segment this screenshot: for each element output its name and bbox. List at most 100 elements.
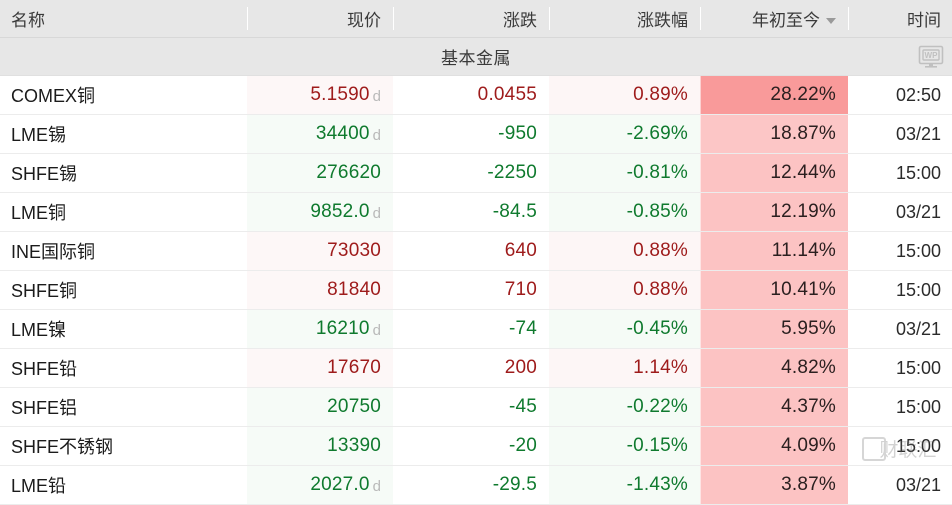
cell-change-percent[interactable]: -0.81% (549, 154, 700, 192)
cell-quote-time: 02:50 (848, 76, 952, 114)
instrument-name-label: LME铅 (11, 476, 67, 496)
change-value: 200 (504, 357, 537, 378)
cell-instrument-name[interactable]: COMEX铜 (0, 76, 247, 114)
column-header-name[interactable]: 名称 (0, 0, 247, 37)
column-header-price-label: 现价 (347, 11, 381, 30)
cell-ytd-percent[interactable]: 12.19% (700, 193, 848, 231)
cell-quote-time: 15:00 (848, 232, 952, 270)
table-row[interactable]: SHFE铅 17670 200 1.14% 4.82% 15:00 (0, 349, 952, 388)
cell-instrument-name[interactable]: LME铜 (0, 193, 247, 231)
ytd-percent-value: 12.44% (770, 162, 836, 183)
column-header-time[interactable]: 时间 (848, 0, 952, 37)
table-row[interactable]: SHFE锡 276620 -2250 -0.81% 12.44% 15:00 (0, 154, 952, 193)
instrument-name-label: SHFE不锈钢 (11, 437, 114, 457)
table-row[interactable]: INE国际铜 73030 640 0.88% 11.14% 15:00 (0, 232, 952, 271)
column-header-price[interactable]: 现价 (247, 0, 393, 37)
cell-change[interactable]: -45 (393, 388, 549, 426)
cell-ytd-percent[interactable]: 4.09% (700, 427, 848, 465)
cell-ytd-percent[interactable]: 11.14% (700, 232, 848, 270)
cell-instrument-name[interactable]: SHFE锡 (0, 154, 247, 192)
cell-change[interactable]: -84.5 (393, 193, 549, 231)
section-title: 基本金属 (441, 49, 511, 68)
column-header-ytd[interactable]: 年初至今 (700, 0, 848, 37)
table-row[interactable]: LME铜 9852.0 d -84.5 -0.85% 12.19% 03/21 (0, 193, 952, 232)
instrument-name-label: LME铜 (11, 203, 67, 223)
cell-ytd-percent[interactable]: 12.44% (700, 154, 848, 192)
cell-ytd-percent[interactable]: 10.41% (700, 271, 848, 309)
cell-last-price[interactable]: 2027.0 d (247, 466, 393, 504)
cell-instrument-name[interactable]: SHFE铜 (0, 271, 247, 309)
cell-instrument-name[interactable]: LME锡 (0, 115, 247, 153)
cell-last-price[interactable]: 9852.0 d (247, 193, 393, 231)
change-value: 0.0455 (477, 84, 537, 105)
cell-last-price[interactable]: 5.1590 d (247, 76, 393, 114)
instrument-name-label: LME镍 (11, 320, 67, 340)
sort-desc-caret-icon[interactable] (826, 17, 836, 24)
change-percent-value: -0.85% (626, 201, 688, 222)
cell-instrument-name[interactable]: SHFE铝 (0, 388, 247, 426)
cell-last-price[interactable]: 81840 (247, 271, 393, 309)
cell-change[interactable]: 200 (393, 349, 549, 387)
cell-change-percent[interactable]: -0.22% (549, 388, 700, 426)
column-header-change-pct[interactable]: 涨跌幅 (549, 0, 700, 37)
cell-instrument-name[interactable]: SHFE不锈钢 (0, 427, 247, 465)
column-header-change[interactable]: 涨跌 (393, 0, 549, 37)
cell-change[interactable]: 0.0455 (393, 76, 549, 114)
cell-change-percent[interactable]: -0.15% (549, 427, 700, 465)
cell-last-price[interactable]: 13390 (247, 427, 393, 465)
cell-change[interactable]: -74 (393, 310, 549, 348)
cell-quote-time: 15:00 (848, 271, 952, 309)
cell-change[interactable]: -29.5 (393, 466, 549, 504)
change-percent-value: -0.81% (626, 162, 688, 183)
cell-ytd-percent[interactable]: 3.87% (700, 466, 848, 504)
cell-change[interactable]: 640 (393, 232, 549, 270)
cell-change[interactable]: -950 (393, 115, 549, 153)
quote-time-label: 15:00 (895, 162, 941, 183)
cell-change-percent[interactable]: -0.85% (549, 193, 700, 231)
cell-ytd-percent[interactable]: 4.37% (700, 388, 848, 426)
cell-last-price[interactable]: 73030 (247, 232, 393, 270)
cell-ytd-percent[interactable]: 5.95% (700, 310, 848, 348)
change-percent-value: -0.45% (626, 318, 688, 339)
cell-instrument-name[interactable]: LME镍 (0, 310, 247, 348)
ytd-percent-value: 28.22% (770, 84, 836, 105)
cell-quote-time: 03/21 (848, 466, 952, 504)
table-row[interactable]: LME镍 16210 d -74 -0.45% 5.95% 03/21 (0, 310, 952, 349)
cell-change-percent[interactable]: -1.43% (549, 466, 700, 504)
cell-last-price[interactable]: 16210 d (247, 310, 393, 348)
cell-last-price[interactable]: 276620 (247, 154, 393, 192)
cell-change-percent[interactable]: 0.89% (549, 76, 700, 114)
column-header-time-label: 时间 (907, 11, 941, 30)
cell-change-percent[interactable]: -2.69% (549, 115, 700, 153)
cell-last-price[interactable]: 34400 d (247, 115, 393, 153)
cell-change-percent[interactable]: 0.88% (549, 271, 700, 309)
cell-ytd-percent[interactable]: 18.87% (700, 115, 848, 153)
cell-change-percent[interactable]: 1.14% (549, 349, 700, 387)
table-row[interactable]: LME铅 2027.0 d -29.5 -1.43% 3.87% 03/21 (0, 466, 952, 505)
instrument-name-label: SHFE铝 (11, 398, 78, 418)
cell-instrument-name[interactable]: LME铅 (0, 466, 247, 504)
ytd-percent-value: 4.82% (781, 357, 836, 378)
cell-instrument-name[interactable]: SHFE铅 (0, 349, 247, 387)
ytd-percent-value: 11.14% (771, 240, 836, 261)
ytd-percent-value: 5.95% (781, 318, 836, 339)
last-price-value: 73030 (327, 240, 381, 261)
cell-change[interactable]: -20 (393, 427, 549, 465)
table-row[interactable]: SHFE不锈钢 13390 -20 -0.15% 4.09% 15:00 (0, 427, 952, 466)
cell-last-price[interactable]: 20750 (247, 388, 393, 426)
table-row[interactable]: COMEX铜 5.1590 d 0.0455 0.89% 28.22% 02:50 (0, 76, 952, 115)
table-row[interactable]: LME锡 34400 d -950 -2.69% 18.87% 03/21 (0, 115, 952, 154)
change-percent-value: 0.89% (633, 84, 688, 105)
cell-change[interactable]: 710 (393, 271, 549, 309)
table-row[interactable]: SHFE铜 81840 710 0.88% 10.41% 15:00 (0, 271, 952, 310)
cell-last-price[interactable]: 17670 (247, 349, 393, 387)
cell-change-percent[interactable]: -0.45% (549, 310, 700, 348)
cell-ytd-percent[interactable]: 28.22% (700, 76, 848, 114)
cell-change-percent[interactable]: 0.88% (549, 232, 700, 270)
quote-time-label: 15:00 (895, 240, 941, 261)
cell-change[interactable]: -2250 (393, 154, 549, 192)
cell-instrument-name[interactable]: INE国际铜 (0, 232, 247, 270)
cell-ytd-percent[interactable]: 4.82% (700, 349, 848, 387)
table-row[interactable]: SHFE铝 20750 -45 -0.22% 4.37% 15:00 (0, 388, 952, 427)
